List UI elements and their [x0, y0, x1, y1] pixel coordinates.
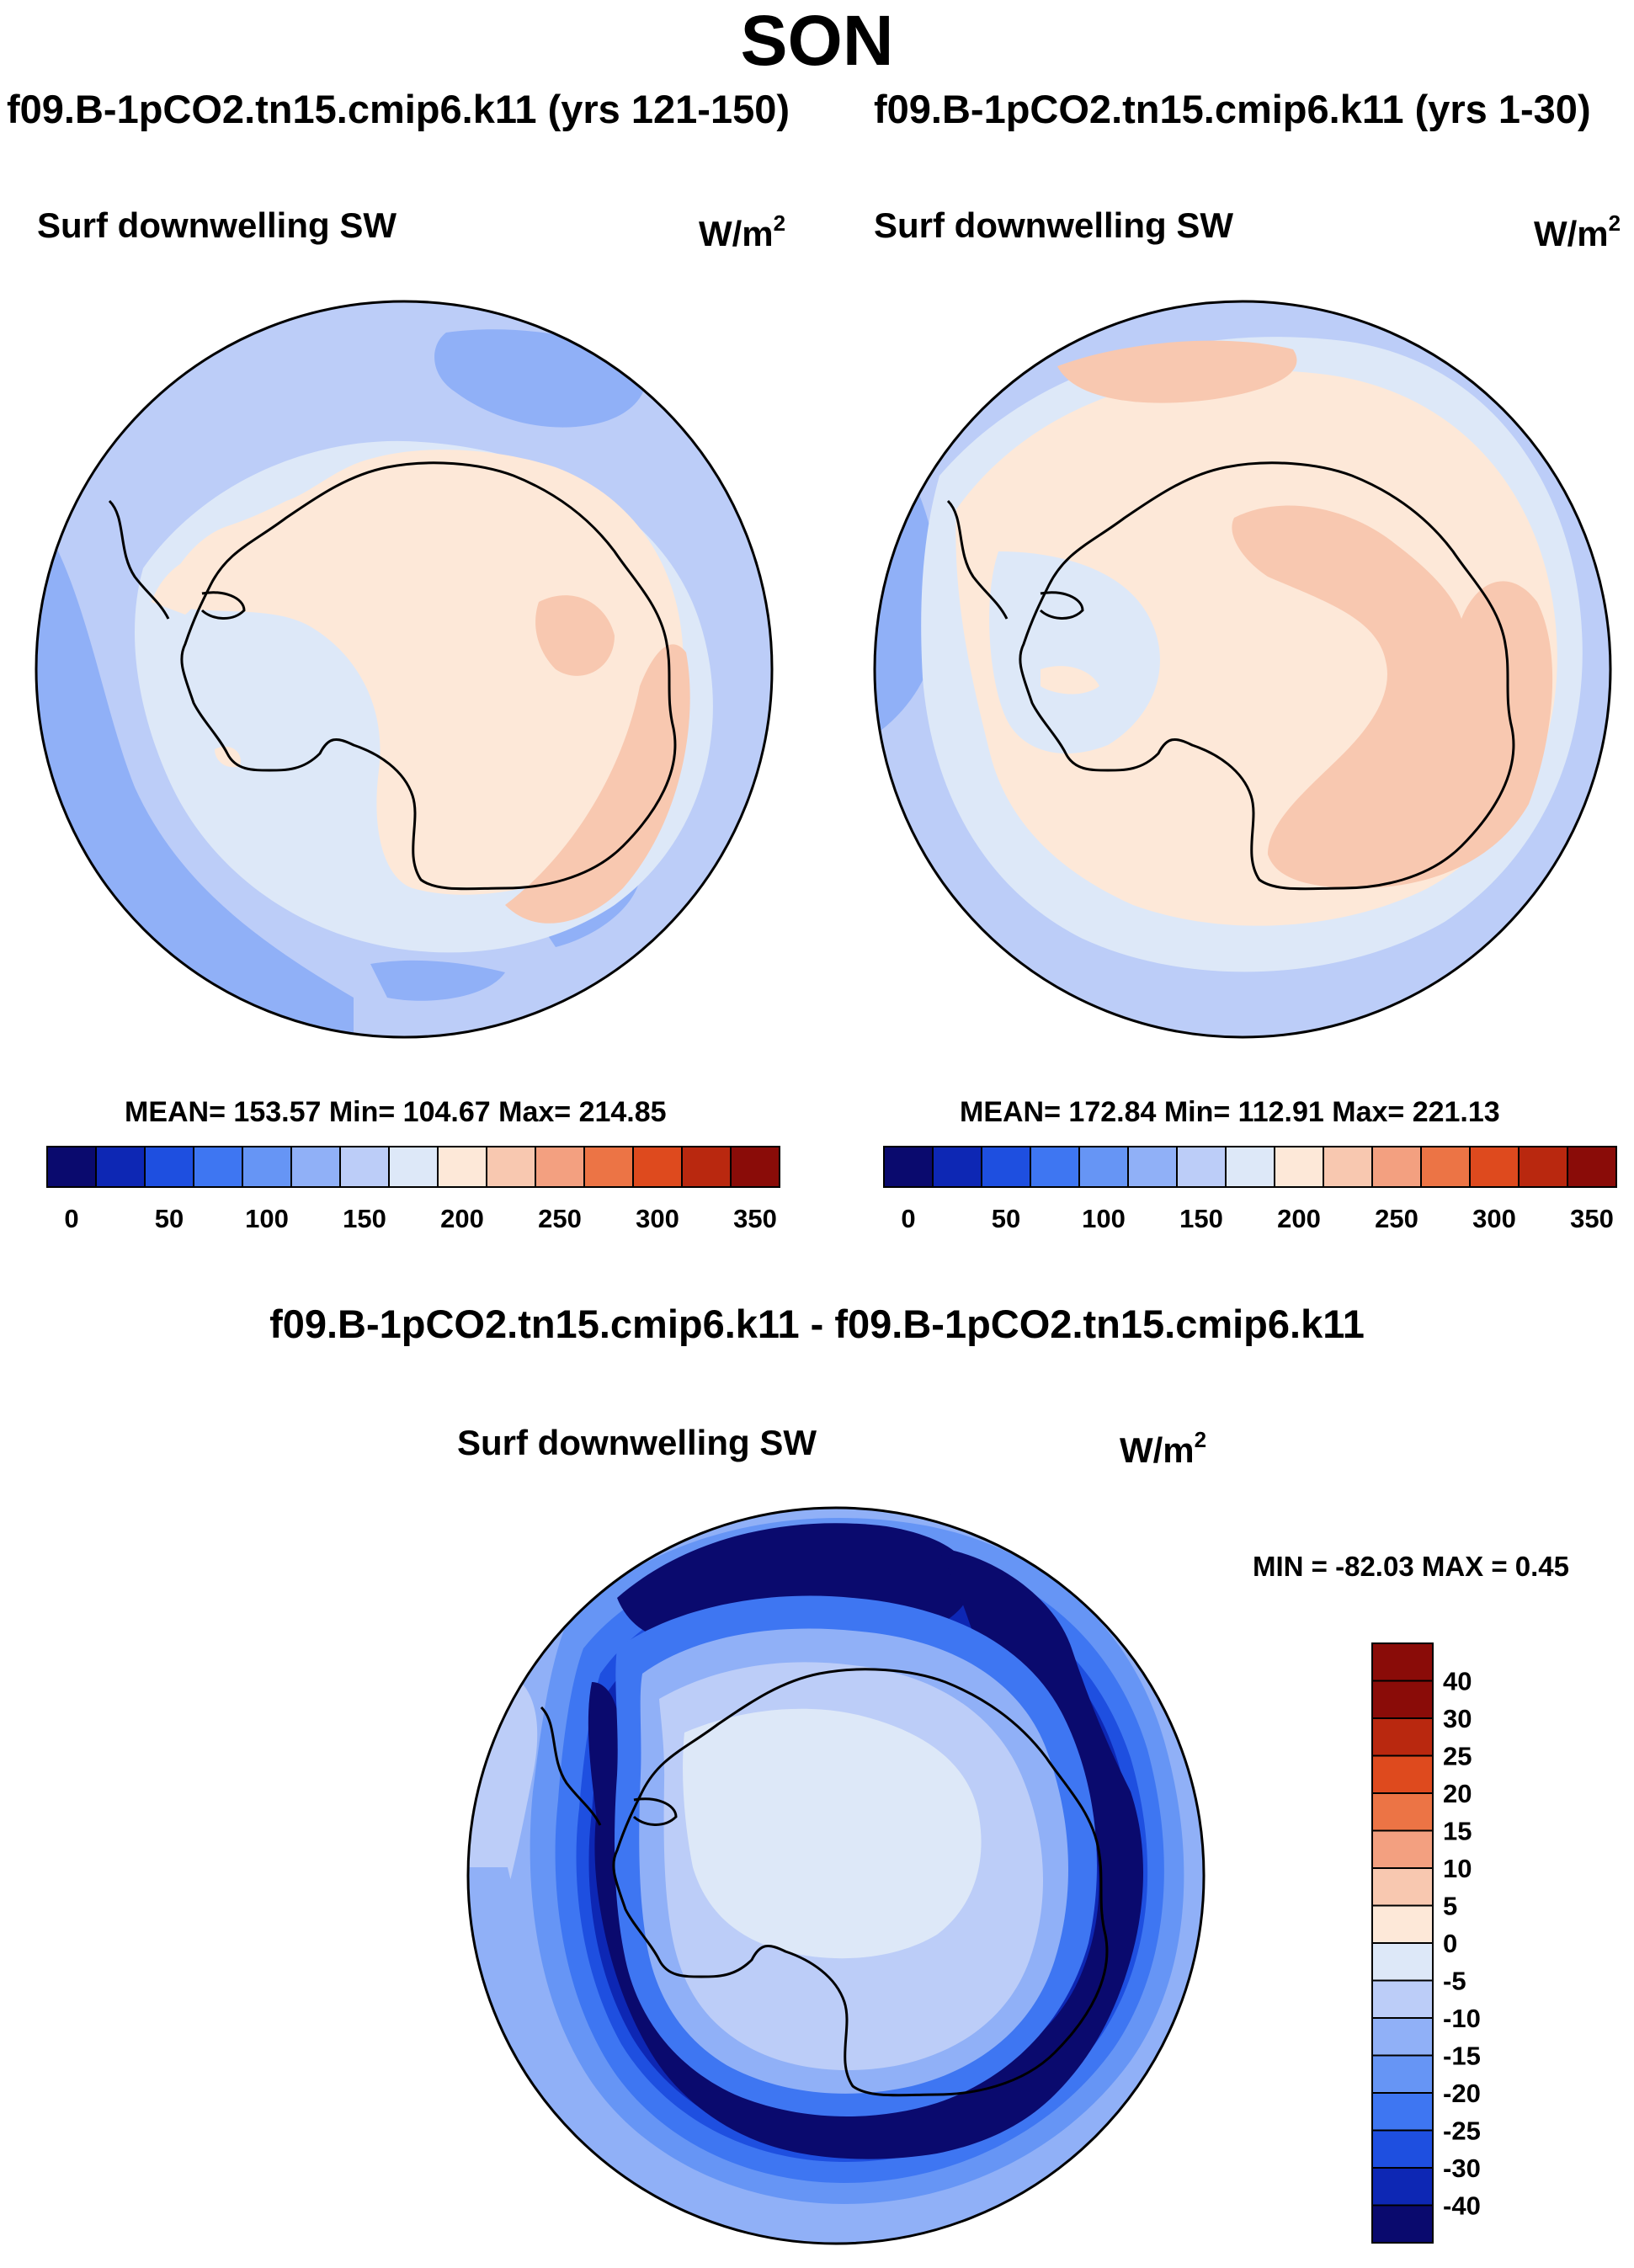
right-colorbar-swatch-13	[1518, 1146, 1568, 1188]
right-colorbar-swatch-5	[1127, 1146, 1178, 1188]
left-colorbar-swatch-9	[486, 1146, 536, 1188]
diff-colorbar-swatch-10	[1371, 2017, 1434, 2057]
right-colorbar-swatch-0	[883, 1146, 934, 1188]
diff-colorbar-tick-label: 15	[1443, 1817, 1472, 1846]
diff-colorbar-swatch-2	[1371, 1717, 1434, 1757]
diff-minmax-label: MIN = -82.03 MAX = 0.45	[1253, 1551, 1570, 1582]
right-colorbar-tick-label: 250	[1375, 1204, 1418, 1233]
diff-colorbar-swatch-11	[1371, 2054, 1434, 2094]
right-colorbar-tick-label: 50	[992, 1204, 1020, 1233]
diff-colorbar-tick-label: 25	[1443, 1742, 1472, 1771]
right-stats: MEAN= 172.84 Min= 112.91 Max= 221.13	[960, 1096, 1500, 1128]
diff-colorbar-swatch-6	[1371, 1867, 1434, 1907]
diff-colorbar-swatch-4	[1371, 1792, 1434, 1832]
diff-colorbar-tick-label: -15	[1443, 2042, 1481, 2071]
right-colorbar-swatch-4	[1078, 1146, 1129, 1188]
left-colorbar-swatch-10	[535, 1146, 585, 1188]
left-colorbar-swatch-2	[144, 1146, 194, 1188]
left-panel-title: f09.B-1pCO2.tn15.cmip6.k11 (yrs 121-150)	[7, 87, 790, 131]
left-colorbar-swatch-0	[46, 1146, 97, 1188]
right-colorbar-tick-label: 350	[1570, 1204, 1614, 1233]
left-colorbar-swatch-11	[583, 1146, 634, 1188]
right-panel-title: f09.B-1pCO2.tn15.cmip6.k11 (yrs 1-30)	[874, 87, 1591, 131]
season-title: SON	[740, 1, 894, 80]
right-colorbar: 0 50 100 150 200 250 300 350	[883, 1146, 1617, 1233]
left-stats: MEAN= 153.57 Min= 104.67 Max= 214.85	[125, 1096, 667, 1128]
left-colorbar-swatch-3	[193, 1146, 243, 1188]
left-colorbar: 0 50 100 150 200 250 300 350	[46, 1146, 780, 1233]
diff-colorbar-swatch-0	[1371, 1642, 1434, 1682]
left-colorbar-tick-label: 150	[343, 1204, 386, 1233]
diff-colorbar: 40 30 25 20 15 10 5 0 -5 -10 -15 -20 -25 -30 -40	[1371, 1642, 1481, 2244]
left-colorbar-tick-label: 250	[538, 1204, 582, 1233]
diff-colorbar-tick-label: -10	[1443, 2004, 1481, 2033]
left-colorbar-tick-label: 100	[245, 1204, 289, 1233]
left-colorbar-swatch-6	[339, 1146, 390, 1188]
right-colorbar-swatch-10	[1371, 1146, 1422, 1188]
left-colorbar-swatch-1	[95, 1146, 146, 1188]
diff-colorbar-tick-label: 30	[1443, 1704, 1472, 1733]
right-colorbar-swatch-12	[1469, 1146, 1520, 1188]
right-colorbar-swatch-9	[1323, 1146, 1373, 1188]
diff-colorbar-swatch-7	[1371, 1904, 1434, 1944]
right-colorbar-tick-label: 150	[1179, 1204, 1223, 1233]
diff-colorbar-swatch-13	[1371, 2129, 1434, 2169]
diff-colorbar-tick-label: -5	[1443, 1967, 1466, 1996]
left-polar-map	[35, 300, 774, 1039]
diff-colorbar-swatch-1	[1371, 1680, 1434, 1719]
diff-colorbar-tick-label: 10	[1443, 1854, 1472, 1883]
left-colorbar-tick-label: 0	[64, 1204, 78, 1233]
right-polar-map	[873, 300, 1612, 1039]
left-variable-label: Surf downwelling SW	[37, 205, 397, 245]
right-units-label: W/m2	[1534, 210, 1621, 253]
diff-variable-label: Surf downwelling SW	[457, 1423, 817, 1462]
diff-colorbar-tick-label: 20	[1443, 1779, 1472, 1808]
diff-colorbar-swatch-15	[1371, 2204, 1434, 2244]
diff-colorbar-tick-label: -25	[1443, 2116, 1481, 2146]
right-colorbar-swatch-14	[1567, 1146, 1617, 1188]
left-colorbar-swatch-12	[632, 1146, 683, 1188]
left-colorbar-swatch-4	[242, 1146, 292, 1188]
left-units-label: W/m2	[699, 210, 786, 253]
diff-colorbar-swatch-14	[1371, 2167, 1434, 2207]
left-colorbar-swatch-5	[290, 1146, 341, 1188]
diff-colorbar-tick-label: -40	[1443, 2191, 1481, 2221]
left-colorbar-tick-label: 350	[733, 1204, 777, 1233]
difference-title: f09.B-1pCO2.tn15.cmip6.k11 - f09.B-1pCO2…	[269, 1302, 1365, 1346]
diff-colorbar-swatch-12	[1371, 2092, 1434, 2132]
right-colorbar-tick-label: 100	[1082, 1204, 1126, 1233]
right-colorbar-swatch-7	[1225, 1146, 1275, 1188]
right-colorbar-swatch-2	[981, 1146, 1031, 1188]
diff-colorbar-tick-label: 0	[1443, 1929, 1457, 1958]
right-colorbar-swatch-3	[1030, 1146, 1080, 1188]
right-colorbar-swatch-11	[1420, 1146, 1471, 1188]
diff-colorbar-swatch-8	[1371, 1942, 1434, 1982]
left-colorbar-swatch-14	[730, 1146, 780, 1188]
diff-colorbar-tick-label: -20	[1443, 2079, 1481, 2108]
diff-colorbar-swatch-9	[1371, 1979, 1434, 2019]
right-colorbar-tick-label: 300	[1472, 1204, 1516, 1233]
right-colorbar-swatch-6	[1176, 1146, 1227, 1188]
diff-colorbar-swatch-5	[1371, 1829, 1434, 1869]
diff-colorbar-tick-label: 5	[1443, 1892, 1457, 1921]
difference-polar-map	[466, 1506, 1206, 2245]
right-colorbar-swatch-1	[932, 1146, 982, 1188]
diff-units-label: W/m2	[1120, 1427, 1207, 1470]
right-colorbar-tick-label: 200	[1277, 1204, 1321, 1233]
right-colorbar-swatch-8	[1274, 1146, 1324, 1188]
diff-colorbar-tick-label: 40	[1443, 1667, 1472, 1696]
diff-colorbar-tick-label: -30	[1443, 2154, 1481, 2183]
left-colorbar-swatch-8	[437, 1146, 487, 1188]
right-colorbar-tick-label: 0	[901, 1204, 915, 1233]
diff-colorbar-swatch-3	[1371, 1754, 1434, 1794]
left-colorbar-swatch-7	[388, 1146, 439, 1188]
left-colorbar-tick-label: 300	[636, 1204, 679, 1233]
right-variable-label: Surf downwelling SW	[874, 205, 1233, 245]
left-colorbar-swatch-13	[681, 1146, 732, 1188]
left-colorbar-tick-label: 50	[155, 1204, 184, 1233]
left-colorbar-tick-label: 200	[440, 1204, 484, 1233]
